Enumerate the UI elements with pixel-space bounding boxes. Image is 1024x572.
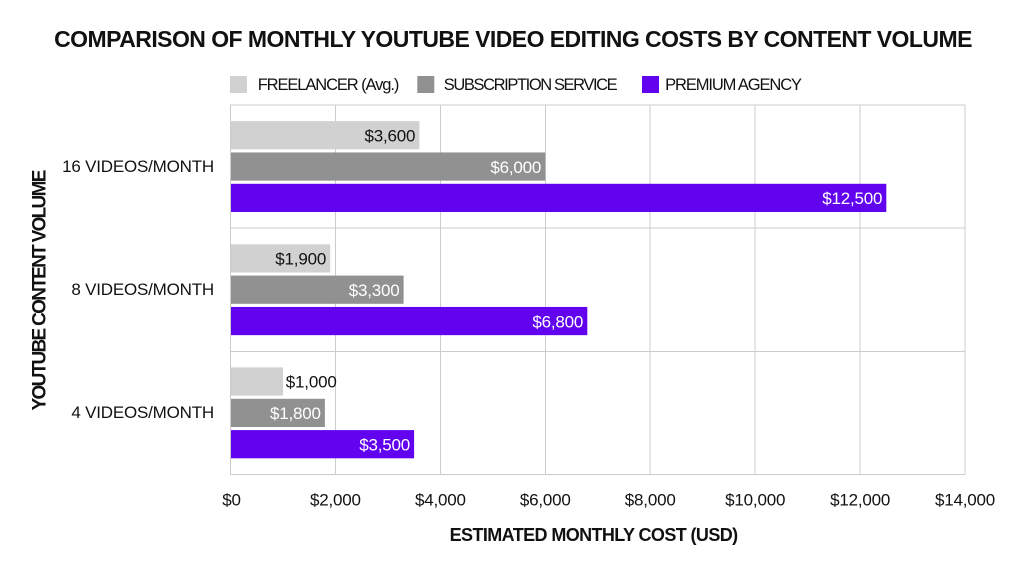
svg-text:FREELANCER (Avg.): FREELANCER (Avg.)	[258, 76, 399, 94]
svg-text:$1,800: $1,800	[270, 404, 321, 423]
svg-text:$3,300: $3,300	[349, 281, 400, 300]
svg-text:$12,500: $12,500	[822, 189, 882, 208]
svg-text:YOUTUBE CONTENT VOLUME: YOUTUBE CONTENT VOLUME	[30, 170, 51, 410]
svg-text:$3,600: $3,600	[365, 126, 416, 145]
svg-text:$6,800: $6,800	[532, 312, 583, 331]
svg-text:16 VIDEOS/MONTH: 16 VIDEOS/MONTH	[62, 157, 214, 176]
svg-text:$4,000: $4,000	[415, 491, 466, 510]
svg-text:$6,000: $6,000	[490, 158, 541, 177]
svg-text:$0: $0	[222, 491, 241, 510]
svg-text:$2,000: $2,000	[310, 491, 361, 510]
svg-text:SUBSCRIPTION SERVICE: SUBSCRIPTION SERVICE	[444, 76, 618, 94]
svg-text:$1,000: $1,000	[286, 373, 337, 392]
svg-text:ESTIMATED MONTHLY COST (USD): ESTIMATED MONTHLY COST (USD)	[450, 525, 738, 545]
svg-text:$8,000: $8,000	[625, 491, 676, 510]
svg-text:$6,000: $6,000	[520, 491, 571, 510]
svg-text:$10,000: $10,000	[725, 491, 785, 510]
svg-text:$12,000: $12,000	[830, 491, 890, 510]
svg-text:$1,900: $1,900	[275, 250, 326, 269]
svg-text:8 VIDEOS/MONTH: 8 VIDEOS/MONTH	[71, 280, 214, 299]
svg-text:COMPARISON OF MONTHLY YOUTUBE: COMPARISON OF MONTHLY YOUTUBE VIDEO EDIT…	[54, 26, 972, 52]
svg-text:4 VIDEOS/MONTH: 4 VIDEOS/MONTH	[71, 403, 214, 422]
svg-text:$14,000: $14,000	[935, 491, 995, 510]
svg-text:PREMIUM AGENCY: PREMIUM AGENCY	[665, 76, 802, 94]
svg-text:$3,500: $3,500	[359, 435, 410, 454]
